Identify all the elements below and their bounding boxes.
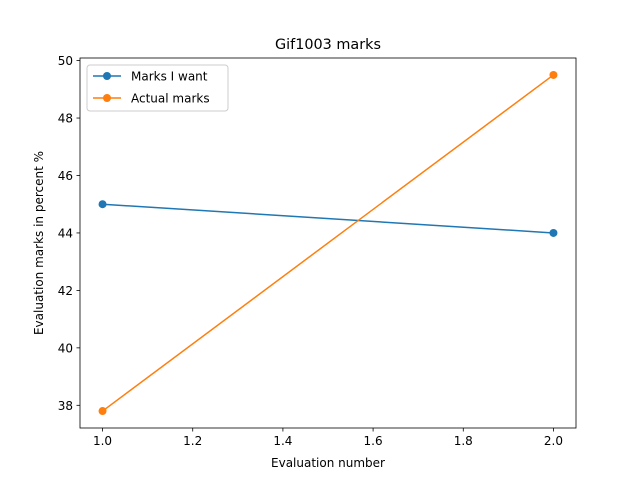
plot-frame xyxy=(79,57,577,429)
series-1 xyxy=(98,70,558,416)
x-tick-label: 1.6 xyxy=(364,434,383,448)
legend-entry: Actual marks xyxy=(93,92,210,106)
y-tick-label: 46 xyxy=(58,169,73,183)
data-point xyxy=(549,70,558,79)
legend-entry: Marks I want xyxy=(93,70,208,84)
y-tick-label: 38 xyxy=(58,399,73,413)
x-tick-label: 2.0 xyxy=(544,434,563,448)
y-tick-label: 42 xyxy=(58,284,73,298)
x-tick-label: 1.8 xyxy=(454,434,473,448)
legend-label: Marks I want xyxy=(131,70,208,84)
series-line xyxy=(102,74,554,412)
y-tick-label: 44 xyxy=(58,226,73,240)
y-tick-label: 40 xyxy=(58,341,73,355)
series-0 xyxy=(98,200,558,237)
legend: Marks I want Actual marks xyxy=(86,64,229,112)
legend-marker xyxy=(103,94,111,102)
legend-marker xyxy=(103,72,111,80)
legend-label: Actual marks xyxy=(131,92,210,106)
data-point xyxy=(98,200,107,209)
data-point xyxy=(98,407,107,416)
data-point xyxy=(549,228,558,237)
x-axis-ticks: 1.0 1.2 1.4 1.6 1.8 2.0 xyxy=(93,428,563,448)
x-tick-label: 1.4 xyxy=(273,434,292,448)
legend-box xyxy=(86,64,229,112)
y-axis-label: Evaluation marks in percent % xyxy=(32,151,46,335)
x-tick-label: 1.0 xyxy=(93,434,112,448)
chart-title: Gif1003 marks xyxy=(275,37,381,53)
series-line xyxy=(102,203,554,234)
series-layer xyxy=(98,70,558,416)
y-tick-label: 48 xyxy=(58,112,73,126)
y-tick-label: 50 xyxy=(58,54,73,68)
x-tick-label: 1.2 xyxy=(183,434,202,448)
y-axis-ticks: 38 40 42 44 46 48 50 xyxy=(58,54,80,413)
x-axis-label: Evaluation number xyxy=(271,456,385,470)
